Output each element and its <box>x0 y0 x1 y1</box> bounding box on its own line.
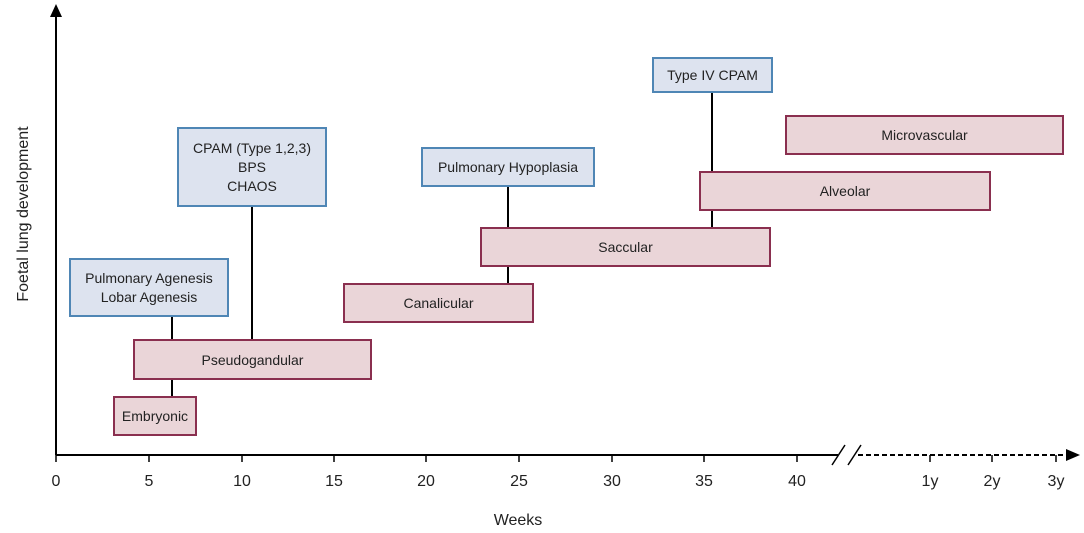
tick-label: 0 <box>51 473 61 490</box>
x-axis-title: Weeks <box>493 512 543 529</box>
tick-label: 5 <box>144 473 154 490</box>
anomaly-cpam: CPAM (Type 1,2,3) BPS CHAOS <box>177 127 327 207</box>
stage-canalicular: Canalicular <box>343 283 534 323</box>
anomaly-label: CHAOS <box>227 177 277 194</box>
anomaly-label: Pulmonary Hypoplasia <box>437 158 579 175</box>
anomaly-label: Type IV CPAM <box>667 66 758 83</box>
tick-label: 40 <box>788 473 806 490</box>
tick-label: 30 <box>603 473 621 490</box>
stage-embryonic: Embryonic <box>113 396 197 436</box>
axis-break-mark <box>831 444 846 466</box>
stage-pseudoglandular: Pseudogandular <box>133 339 372 380</box>
tick-label: 1y <box>921 473 939 490</box>
anomaly-label: BPS <box>237 158 266 175</box>
stage-microvascular: Microvascular <box>785 115 1064 155</box>
tick-label: 10 <box>233 473 251 490</box>
stage-alveolar: Alveolar <box>699 171 991 211</box>
anomaly-hypoplasia: Pulmonary Hypoplasia <box>421 147 595 187</box>
tick-label: 25 <box>510 473 528 490</box>
tick-label: 2y <box>983 473 1001 490</box>
stage-saccular: Saccular <box>480 227 771 267</box>
anomaly-type4-cpam: Type IV CPAM <box>652 57 773 93</box>
tick-label: 15 <box>325 473 343 490</box>
x-axis-arrowhead <box>1066 449 1080 461</box>
tick-label: 3y <box>1047 473 1065 490</box>
anomaly-label: Pulmonary Agenesis <box>85 269 213 286</box>
y-axis-arrowhead <box>50 4 62 17</box>
axis-break-mark <box>847 444 862 466</box>
anomaly-label: Lobar Agenesis <box>100 288 198 305</box>
anomaly-agenesis: Pulmonary Agenesis Lobar Agenesis <box>69 258 229 317</box>
anomaly-label: CPAM (Type 1,2,3) <box>192 139 311 156</box>
y-axis-title: Foetal lung development <box>15 126 32 302</box>
tick-label: 35 <box>695 473 713 490</box>
tick-label: 20 <box>417 473 435 490</box>
